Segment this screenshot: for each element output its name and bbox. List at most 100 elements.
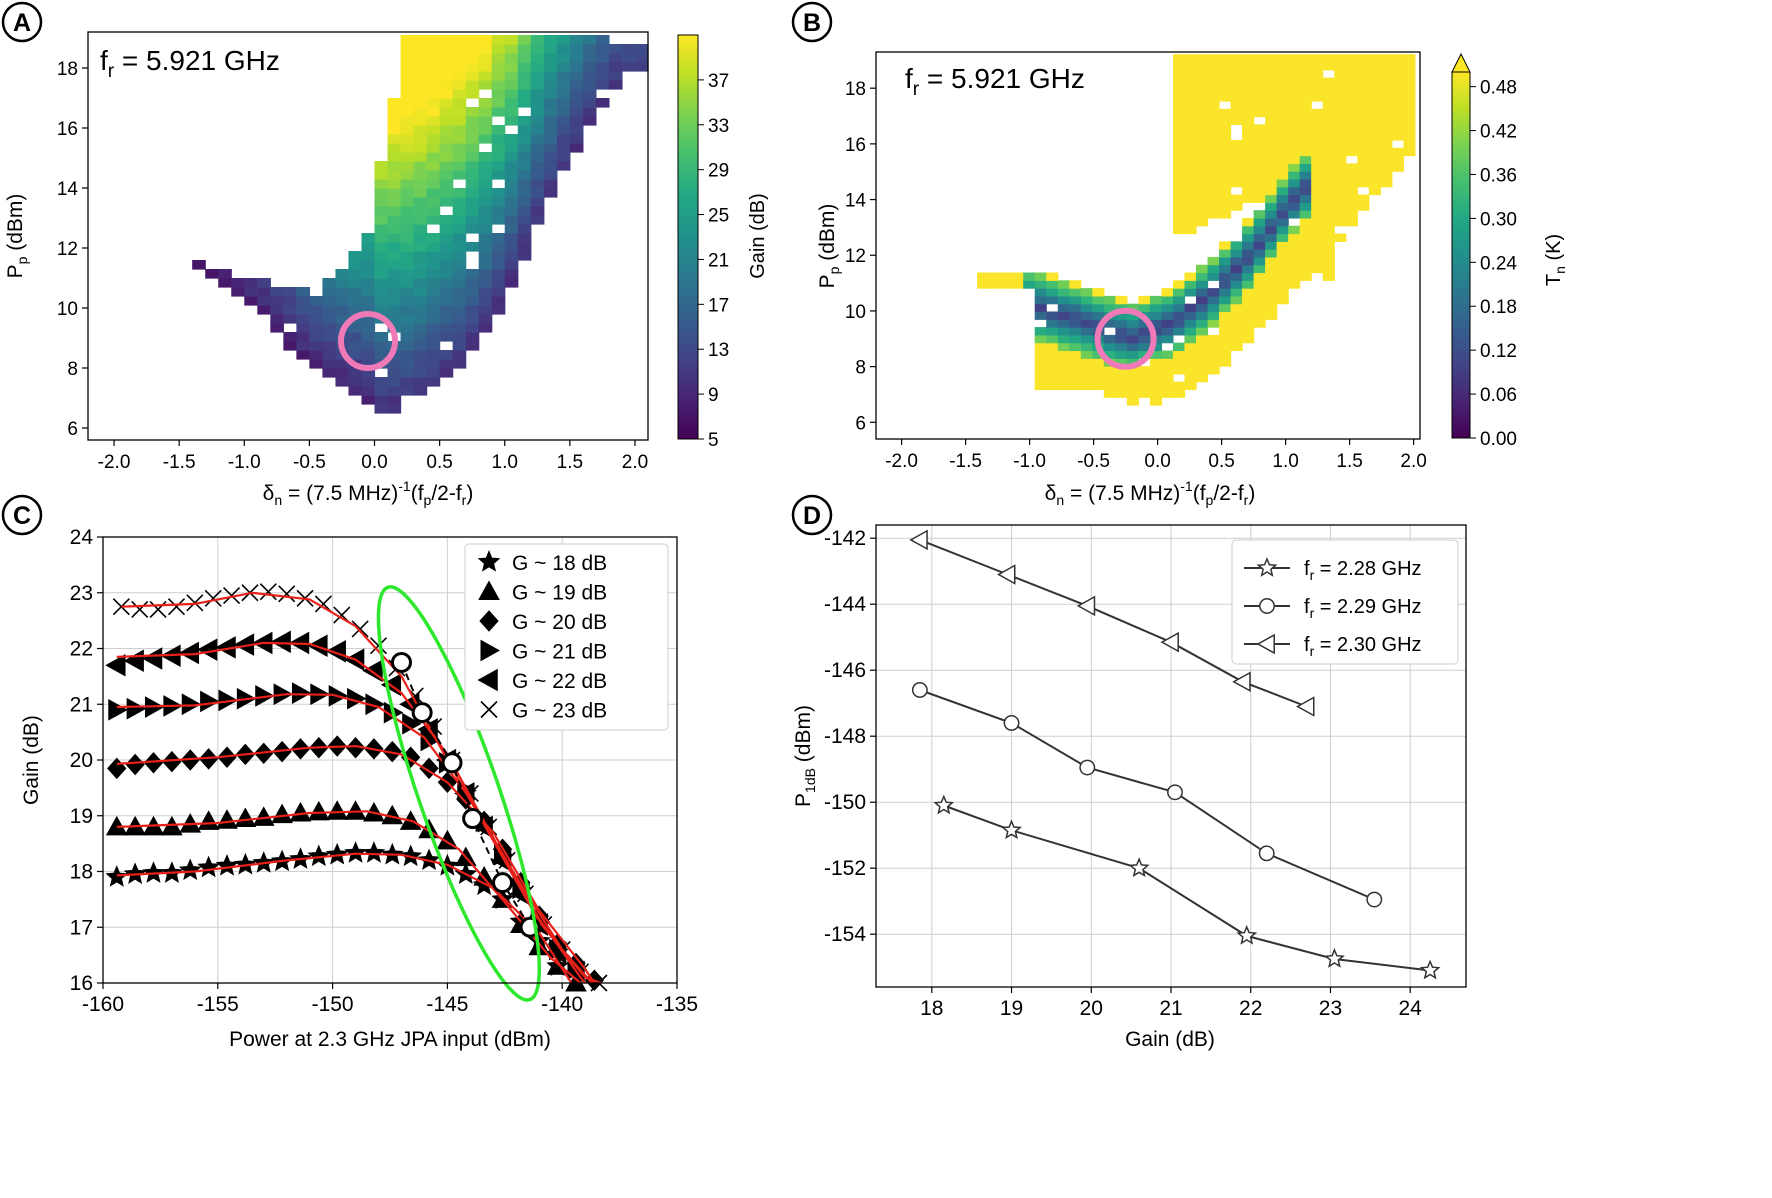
panel-b-heatmap-cell bbox=[1219, 249, 1232, 258]
panel-b-heatmap-cell bbox=[1403, 132, 1416, 141]
panel-c-point-triangle-left bbox=[197, 638, 218, 661]
panel-c-point-x-stroke bbox=[425, 717, 443, 736]
panel-b-heatmap-cell bbox=[1357, 77, 1370, 87]
panel-d-series-line bbox=[919, 689, 1375, 901]
panel-a-heatmap-cell bbox=[244, 296, 258, 306]
panel-b-heatmap-cell bbox=[1242, 108, 1255, 118]
panel-b-heatmap-cell bbox=[1357, 163, 1370, 172]
panel-b-heatmap-cell bbox=[1276, 163, 1289, 172]
panel-b-heatmap-cell bbox=[1334, 93, 1347, 102]
panel-b-heatmap-cell bbox=[1253, 147, 1266, 157]
panel-a-heatmap-cell bbox=[439, 296, 454, 306]
panel-a-heatmap-cell bbox=[452, 62, 467, 72]
panel-d-ytick-label: -146 bbox=[824, 659, 866, 682]
panel-c-point-triangle-left bbox=[123, 649, 144, 673]
panel-b-heatmap-cell bbox=[1230, 327, 1243, 336]
panel-c-point-x-stroke bbox=[131, 600, 149, 619]
panel-a-heatmap-cell bbox=[517, 44, 532, 54]
panel-b-heatmap-cell bbox=[1242, 327, 1255, 336]
panel-a-heatmap-cell bbox=[452, 233, 467, 243]
panel-b-heatmap-cell bbox=[1172, 85, 1186, 94]
panel-b-heatmap-cell bbox=[1265, 233, 1278, 242]
panel-a-heatmap-cell bbox=[400, 377, 415, 387]
panel-a-heatmap-cell bbox=[426, 305, 441, 315]
panel-b-heatmap-cell bbox=[1230, 69, 1243, 79]
panel-b-heatmap-cell bbox=[1265, 101, 1278, 110]
panel-b-heatmap-cell bbox=[1196, 303, 1209, 313]
panel-b-heatmap-cell bbox=[1253, 101, 1266, 110]
panel-b-heatmap-cell bbox=[1207, 116, 1220, 125]
panel-a-heatmap-cell bbox=[296, 305, 310, 315]
panel-b-xtick-label: 1.0 bbox=[1272, 451, 1298, 472]
panel-a-heatmap-cell bbox=[595, 62, 610, 72]
panel-b-heatmap-cell bbox=[1046, 358, 1059, 367]
panel-b-heatmap-cell bbox=[1115, 295, 1128, 305]
panel-a-heatmap-cell bbox=[491, 206, 506, 216]
panel-b-heatmap-cell bbox=[1230, 147, 1243, 157]
panel-a-heatmap-cell bbox=[608, 62, 623, 72]
legend-prefix: f bbox=[1304, 558, 1310, 580]
panel-a-heatmap-cell bbox=[387, 206, 402, 216]
panel-a-heatmap-cell bbox=[426, 107, 441, 117]
panel-a-heatmap-cell bbox=[465, 341, 480, 351]
panel-a-heatmap-cell bbox=[322, 359, 337, 369]
panel-d-xtick-label: 18 bbox=[920, 997, 943, 1020]
panel-b-heatmap-cell bbox=[1080, 303, 1093, 313]
panel-b-heatmap-cell bbox=[1057, 366, 1070, 375]
panel-b-heatmap-cell bbox=[1196, 210, 1209, 219]
panel-b-heatmap-cell bbox=[977, 272, 990, 281]
panel-b-heatmap-cell bbox=[1253, 77, 1266, 87]
panel-a-heatmap-cell bbox=[517, 179, 532, 189]
panel-a-heatmap-cell bbox=[426, 314, 441, 324]
panel-b-heatmap-cell bbox=[1311, 194, 1324, 203]
panel-b-heatmap-cell bbox=[1172, 171, 1186, 180]
panel-a-cbar-tick-label: 29 bbox=[708, 161, 729, 182]
panel-b-heatmap-cell bbox=[1207, 139, 1220, 149]
panel-a-heatmap-cell bbox=[478, 107, 493, 117]
panel-b-heatmap-cell bbox=[1172, 202, 1186, 211]
legend-sub: r bbox=[1310, 605, 1315, 621]
panel-a-annotation: fr = 5.921 GHz bbox=[100, 45, 280, 82]
panel-a-heatmap-cell bbox=[530, 62, 545, 72]
panel-a-heatmap-cell bbox=[595, 53, 610, 63]
panel-b-heatmap-cell bbox=[1368, 124, 1381, 133]
panel-b-heatmap-cell bbox=[1334, 132, 1347, 141]
panel-a-heatmap-cell bbox=[348, 323, 363, 333]
panel-a-heatmap-cell bbox=[309, 341, 324, 351]
panel-a-heatmap-cell bbox=[348, 350, 363, 360]
panel-b-heatmap-cell bbox=[1230, 202, 1243, 211]
panel-a-heatmap-cell bbox=[426, 296, 441, 306]
panel-b-heatmap-cell bbox=[1092, 381, 1105, 391]
panel-b-heatmap-cell bbox=[1265, 124, 1278, 133]
panel-b-heatmap-cell bbox=[1219, 319, 1232, 328]
panel-b-heatmap-cell bbox=[1069, 366, 1082, 375]
panel-c-point-star bbox=[178, 858, 202, 881]
panel-b-heatmap-cell bbox=[1265, 225, 1278, 235]
panel-a-xtick-label: 1.0 bbox=[492, 452, 518, 473]
panel-b-heatmap-cell bbox=[1276, 295, 1289, 305]
panel-b-heatmap-cell bbox=[1196, 124, 1209, 133]
panel-a-heatmap-cell bbox=[478, 134, 493, 144]
panel-a-heatmap-cell bbox=[439, 287, 454, 297]
panel-b-heatmap-cell bbox=[1184, 54, 1197, 63]
panel-b-heatmap-cell bbox=[1334, 163, 1347, 172]
panel-a-heatmap-cell bbox=[413, 368, 428, 378]
panel-b-heatmap-cell bbox=[1322, 163, 1335, 172]
panel-b-heatmap-cell bbox=[1057, 280, 1070, 289]
panel-b-heatmap-cell bbox=[1403, 108, 1416, 118]
panel-b-heatmap-cell bbox=[1357, 62, 1370, 71]
panel-b-heatmap-cell bbox=[1276, 194, 1289, 203]
panel-d-point-star bbox=[933, 794, 955, 815]
panel-a-heatmap-cell bbox=[517, 215, 532, 225]
panel-b-heatmap-cell bbox=[1242, 241, 1255, 250]
panel-a-heatmap-cell bbox=[582, 62, 597, 72]
panel-a-heatmap-cell bbox=[452, 206, 467, 216]
panel-a-heatmap-cell bbox=[322, 287, 337, 297]
panel-b-heatmap-cell bbox=[1288, 233, 1301, 242]
panel-a-heatmap-cell bbox=[348, 287, 363, 297]
panel-b-heatmap-cell bbox=[1311, 62, 1324, 71]
panel-b-heatmap-cell bbox=[1253, 186, 1266, 196]
panel-b-heatmap-cell bbox=[1219, 334, 1232, 344]
panel-b-heatmap-cell bbox=[1230, 155, 1243, 164]
panel-a-heatmap-cell bbox=[478, 260, 493, 270]
